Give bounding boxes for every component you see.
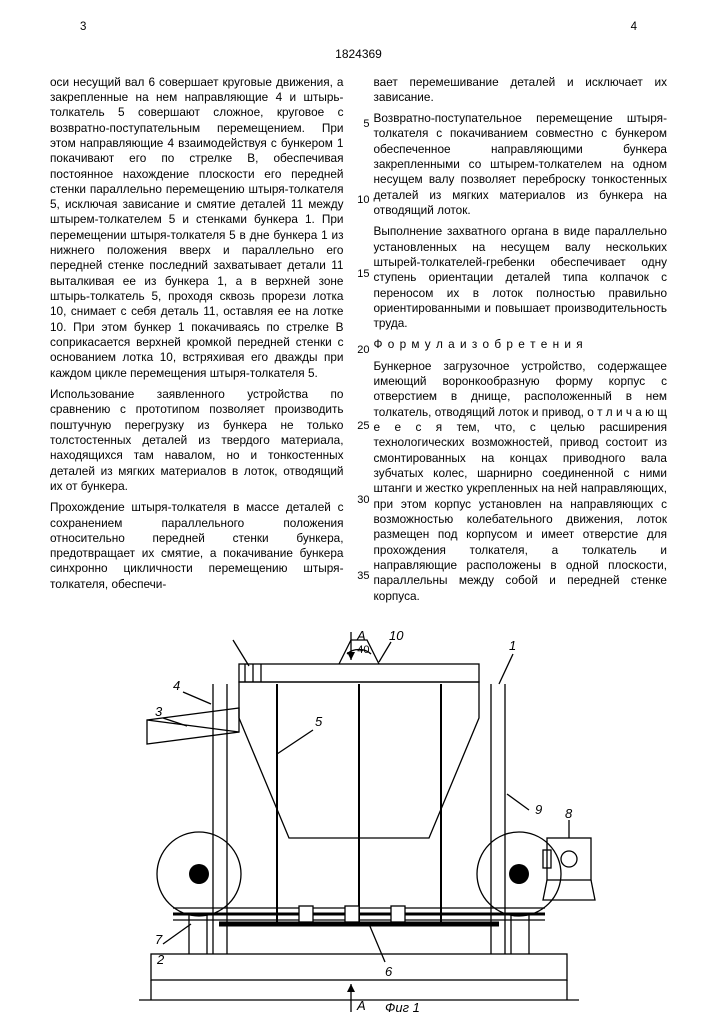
figure-1: 1 2 3 4 5 6 7 8 9 10 А А Фиг 1 (50, 624, 667, 1014)
line-marker: 35 (356, 569, 370, 583)
page-number-left: 3 (80, 20, 86, 35)
line-marker: 5 (356, 117, 370, 131)
document-number: 1824369 (50, 47, 667, 63)
header-row: 3 4 (50, 20, 667, 35)
right-p4: Бункерное загрузочное устройство, содерж… (374, 359, 668, 604)
line-number-gutter: 5 10 15 20 25 30 35 40 (356, 75, 370, 610)
formula-title: Ф о р м у л а и з о б р е т е н и я (374, 337, 668, 352)
page: 3 4 1824369 оси несущий вал 6 совершает … (0, 0, 707, 1024)
fig-label-8: 8 (565, 806, 573, 821)
right-p1: вает перемешивание деталей и исключает и… (374, 75, 668, 106)
right-p2: Возвратно-поступательное перемещение шты… (374, 111, 668, 218)
fig-label-A-bottom: А (356, 998, 366, 1013)
fig-label-5: 5 (315, 714, 323, 729)
fig-label-6: 6 (385, 964, 393, 979)
fig-label-1: 1 (509, 638, 516, 653)
left-column: оси несущий вал 6 совершает круговые дви… (50, 75, 344, 610)
right-p3: Выполнение захватного органа в виде пара… (374, 224, 668, 331)
fig-label-9: 9 (535, 802, 542, 817)
left-p1: оси несущий вал 6 совершает круговые дви… (50, 75, 344, 382)
line-marker: 25 (356, 419, 370, 433)
fig-label-A-top: А (356, 628, 366, 643)
right-column: 5 10 15 20 25 30 35 40 вает перемешивани… (374, 75, 668, 610)
fig-label-10: 10 (389, 628, 404, 643)
fig-label-3: 3 (155, 704, 163, 719)
fig-label-4: 4 (173, 678, 180, 693)
line-marker: 30 (356, 493, 370, 507)
fig-label-7: 7 (155, 932, 163, 947)
line-marker: 40 (356, 643, 370, 657)
left-p2: Использование заявленного устройства по … (50, 387, 344, 494)
line-marker: 10 (356, 193, 370, 207)
figure-caption: Фиг 1 (385, 1000, 420, 1014)
text-columns: оси несущий вал 6 совершает круговые дви… (50, 75, 667, 610)
fig-label-2: 2 (156, 952, 165, 967)
page-number-right: 4 (631, 20, 637, 35)
line-marker: 15 (356, 267, 370, 281)
figure-svg: 1 2 3 4 5 6 7 8 9 10 А А Фиг 1 (99, 624, 619, 1014)
line-marker: 20 (356, 343, 370, 357)
left-p3: Прохождение штыря-толкателя в массе дета… (50, 500, 344, 592)
